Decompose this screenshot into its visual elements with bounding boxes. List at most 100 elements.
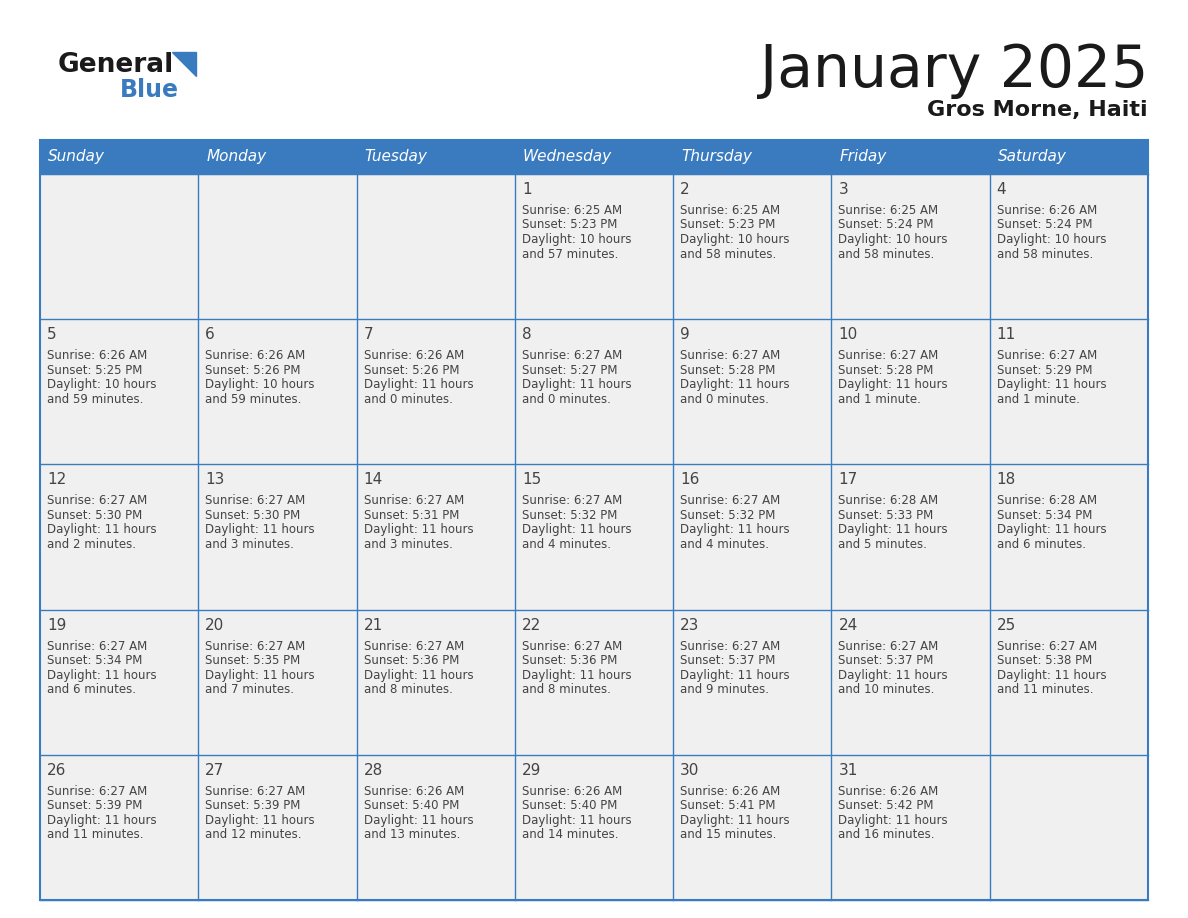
Bar [40,140,1148,900]
Text: 11: 11 [997,327,1016,342]
Text: Daylight: 11 hours: Daylight: 11 hours [364,813,473,827]
Text: Sunrise: 6:25 AM: Sunrise: 6:25 AM [522,204,623,217]
Text: and 12 minutes.: and 12 minutes. [206,828,302,841]
Text: and 7 minutes.: and 7 minutes. [206,683,295,696]
Bar [40,465,198,610]
Text: 25: 25 [997,618,1016,633]
Text: Blue: Blue [120,78,179,102]
Bar [198,174,356,319]
Text: 12: 12 [48,473,67,487]
Text: Sunrise: 6:26 AM: Sunrise: 6:26 AM [364,785,463,798]
Text: Sunrise: 6:27 AM: Sunrise: 6:27 AM [48,785,147,798]
Bar [356,319,514,465]
Text: and 4 minutes.: and 4 minutes. [681,538,769,551]
Text: Sunrise: 6:27 AM: Sunrise: 6:27 AM [364,495,463,508]
Text: Sunrise: 6:27 AM: Sunrise: 6:27 AM [681,495,781,508]
Text: Sunset: 5:31 PM: Sunset: 5:31 PM [364,509,459,522]
Text: Sunset: 5:34 PM: Sunset: 5:34 PM [48,655,143,667]
Bar [514,140,674,174]
Text: 4: 4 [997,182,1006,197]
Text: and 8 minutes.: and 8 minutes. [364,683,453,696]
Bar [40,174,198,319]
Text: Sunset: 5:38 PM: Sunset: 5:38 PM [997,655,1092,667]
Text: and 9 minutes.: and 9 minutes. [681,683,769,696]
Text: Sunrise: 6:27 AM: Sunrise: 6:27 AM [206,495,305,508]
Text: 20: 20 [206,618,225,633]
Text: Sunrise: 6:27 AM: Sunrise: 6:27 AM [839,640,939,653]
Text: 10: 10 [839,327,858,342]
Bar [514,465,674,610]
Text: Sunrise: 6:26 AM: Sunrise: 6:26 AM [839,785,939,798]
Text: Sunrise: 6:28 AM: Sunrise: 6:28 AM [839,495,939,508]
Text: Sunrise: 6:26 AM: Sunrise: 6:26 AM [364,349,463,363]
Text: Sunset: 5:37 PM: Sunset: 5:37 PM [839,655,934,667]
Bar [674,465,832,610]
Text: 30: 30 [681,763,700,778]
Text: Daylight: 11 hours: Daylight: 11 hours [839,668,948,681]
Text: Daylight: 11 hours: Daylight: 11 hours [364,523,473,536]
Text: Sunset: 5:30 PM: Sunset: 5:30 PM [206,509,301,522]
Text: Sunrise: 6:27 AM: Sunrise: 6:27 AM [997,640,1097,653]
Text: and 58 minutes.: and 58 minutes. [839,248,935,261]
Text: 19: 19 [48,618,67,633]
Bar [198,319,356,465]
Bar [356,174,514,319]
Text: Daylight: 11 hours: Daylight: 11 hours [48,523,157,536]
Bar [990,610,1148,755]
Text: Daylight: 11 hours: Daylight: 11 hours [997,523,1106,536]
Text: and 6 minutes.: and 6 minutes. [48,683,135,696]
Bar [356,465,514,610]
Bar [674,140,832,174]
Text: Sunrise: 6:27 AM: Sunrise: 6:27 AM [681,640,781,653]
Text: Daylight: 11 hours: Daylight: 11 hours [997,378,1106,391]
Text: Sunrise: 6:26 AM: Sunrise: 6:26 AM [48,349,147,363]
Text: Sunrise: 6:27 AM: Sunrise: 6:27 AM [839,349,939,363]
Bar [40,610,198,755]
Text: Sunset: 5:30 PM: Sunset: 5:30 PM [48,509,143,522]
Text: Daylight: 11 hours: Daylight: 11 hours [522,813,632,827]
Text: Daylight: 11 hours: Daylight: 11 hours [997,668,1106,681]
Text: Sunset: 5:24 PM: Sunset: 5:24 PM [997,218,1092,231]
Text: Sunset: 5:26 PM: Sunset: 5:26 PM [206,364,301,376]
Bar [674,610,832,755]
Text: Sunset: 5:33 PM: Sunset: 5:33 PM [839,509,934,522]
Text: Sunrise: 6:27 AM: Sunrise: 6:27 AM [522,495,623,508]
Text: Daylight: 11 hours: Daylight: 11 hours [364,668,473,681]
Text: General: General [58,52,175,78]
Text: and 1 minute.: and 1 minute. [839,393,922,406]
Text: Sunset: 5:29 PM: Sunset: 5:29 PM [997,364,1092,376]
Text: and 10 minutes.: and 10 minutes. [839,683,935,696]
Text: Thursday: Thursday [681,150,752,164]
Text: Sunset: 5:41 PM: Sunset: 5:41 PM [681,800,776,812]
Text: Daylight: 11 hours: Daylight: 11 hours [364,378,473,391]
Text: Sunrise: 6:27 AM: Sunrise: 6:27 AM [681,349,781,363]
Text: Daylight: 10 hours: Daylight: 10 hours [681,233,790,246]
Text: Daylight: 11 hours: Daylight: 11 hours [681,813,790,827]
Text: Daylight: 11 hours: Daylight: 11 hours [839,523,948,536]
Text: Sunrise: 6:27 AM: Sunrise: 6:27 AM [522,349,623,363]
Text: Sunset: 5:26 PM: Sunset: 5:26 PM [364,364,459,376]
Bar [40,755,198,900]
Text: Sunset: 5:39 PM: Sunset: 5:39 PM [206,800,301,812]
Text: Sunrise: 6:27 AM: Sunrise: 6:27 AM [522,640,623,653]
Text: Daylight: 11 hours: Daylight: 11 hours [522,378,632,391]
Text: 29: 29 [522,763,542,778]
Bar [832,610,990,755]
Bar [514,755,674,900]
Text: Sunset: 5:23 PM: Sunset: 5:23 PM [522,218,618,231]
Text: and 15 minutes.: and 15 minutes. [681,828,777,841]
Text: Daylight: 11 hours: Daylight: 11 hours [48,813,157,827]
Text: and 3 minutes.: and 3 minutes. [206,538,295,551]
Text: Sunset: 5:34 PM: Sunset: 5:34 PM [997,509,1092,522]
Bar [674,755,832,900]
Text: Sunrise: 6:27 AM: Sunrise: 6:27 AM [364,640,463,653]
Text: Daylight: 10 hours: Daylight: 10 hours [522,233,631,246]
Text: Sunrise: 6:26 AM: Sunrise: 6:26 AM [522,785,623,798]
Bar [674,319,832,465]
Text: and 8 minutes.: and 8 minutes. [522,683,611,696]
Bar [198,465,356,610]
Text: and 13 minutes.: and 13 minutes. [364,828,460,841]
Text: Daylight: 11 hours: Daylight: 11 hours [206,523,315,536]
Text: Sunrise: 6:26 AM: Sunrise: 6:26 AM [997,204,1097,217]
Text: 26: 26 [48,763,67,778]
